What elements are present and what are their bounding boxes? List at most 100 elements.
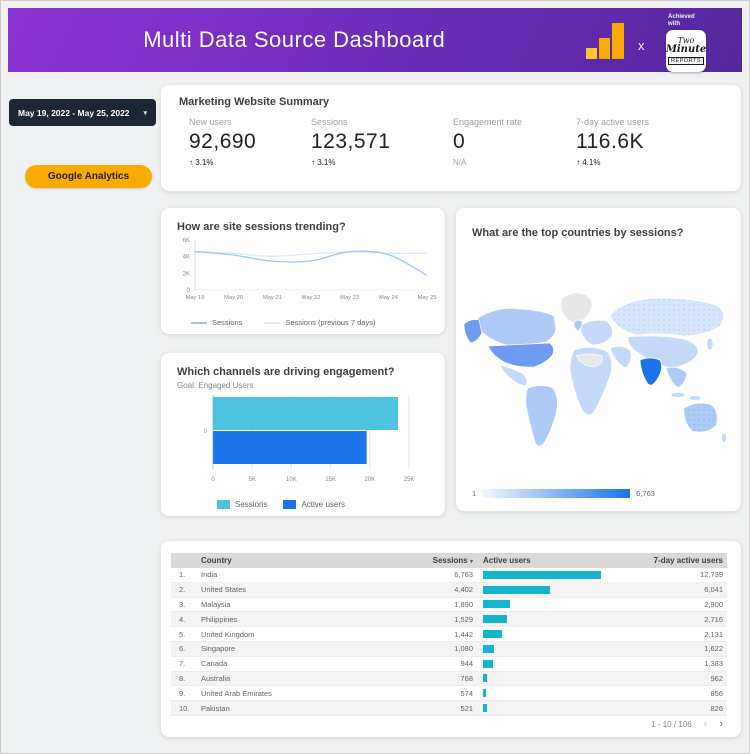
pagination-range: 1 - 10 / 106 xyxy=(651,719,692,729)
cell-country: Australia xyxy=(201,673,231,683)
cell-sessions: 768 xyxy=(460,673,473,683)
sort-desc-icon: ▾ xyxy=(469,559,473,565)
table-row[interactable]: 6. Singapore 1,080 1,622 xyxy=(171,641,727,657)
map-indonesia-2[interactable] xyxy=(688,395,702,401)
legend-label: Sessions (previous 7 days) xyxy=(285,318,376,327)
cell-seven-day: 962 xyxy=(710,673,723,683)
metric-7-day-active-users: 7-day active users 116.6K ↑ 4.1% xyxy=(576,117,649,167)
sessions-trend-card: How are site sessions trending? 0 2K 4K 6K M… xyxy=(161,208,445,334)
metric-value: 92,690 xyxy=(189,130,257,153)
pagination-next-icon[interactable]: › xyxy=(719,718,723,730)
map-canada[interactable] xyxy=(476,308,557,346)
date-range-label: May 19, 2022 - May 25, 2022 xyxy=(18,107,130,118)
svg-text:May 20: May 20 xyxy=(224,295,243,301)
map-africa[interactable] xyxy=(569,347,612,416)
table-row[interactable]: 2. United States 4,402 6,041 xyxy=(171,582,727,598)
legend-item: Sessions xyxy=(191,318,242,327)
map-india[interactable] xyxy=(639,357,662,386)
map-legend-gradient xyxy=(482,489,631,498)
table-row[interactable]: 10. Pakistan 521 826 xyxy=(171,701,727,716)
metrics-row: New users 92,690 ↑ 3.1% Sessions 123,571 ↑ 3.… xyxy=(161,117,741,187)
legend-label: Active users xyxy=(301,500,346,509)
map-south-america[interactable] xyxy=(525,385,558,447)
map-new-zealand[interactable] xyxy=(721,433,727,443)
arrow-up-icon: ↑ xyxy=(576,158,580,167)
logo-text-two: Two xyxy=(677,36,695,45)
legend-item: Sessions (previous 7 days) xyxy=(264,318,375,327)
map-alaska[interactable] xyxy=(463,319,483,344)
cell-seven-day: 1,622 xyxy=(704,644,723,654)
map-indonesia[interactable] xyxy=(670,392,686,398)
date-range-selector[interactable]: May 19, 2022 - May 25, 2022 ▾ xyxy=(9,99,156,126)
map-europe[interactable] xyxy=(579,319,613,346)
cell-rank: 2. xyxy=(179,585,186,595)
svg-text:May 19: May 19 xyxy=(185,295,204,301)
summary-title: Marketing Website Summary xyxy=(179,96,330,108)
metric-value: 116.6K xyxy=(576,130,644,153)
legend-rect-swatch xyxy=(283,500,297,509)
table-row[interactable]: 3. Malaysia 1,890 2,900 xyxy=(171,598,727,613)
page-title: Multi Data Source Dashboard xyxy=(143,27,446,52)
cell-seven-day: 826 xyxy=(710,703,723,713)
col-active-users[interactable]: Active users xyxy=(483,556,531,565)
metric-engagement-rate: Engagement rate 0 N/A xyxy=(453,117,522,167)
svg-text:May 21: May 21 xyxy=(263,295,282,301)
cell-rank: 4. xyxy=(179,614,186,624)
channels-card: Which channels are driving engagement? G… xyxy=(161,353,445,516)
bar-active-users xyxy=(213,431,367,464)
logo-text-minute: Minute xyxy=(665,44,707,55)
table-row[interactable]: 9. United Arab Emirates 574 856 xyxy=(171,686,727,702)
cell-seven-day: 12,739 xyxy=(700,570,723,580)
table-header-row: Country Sessions ▾ Active users 7-day ac… xyxy=(171,553,727,568)
svg-text:May 25: May 25 xyxy=(417,295,436,301)
cell-country: Singapore xyxy=(201,644,236,654)
cell-rank: 9. xyxy=(179,688,186,698)
line-sessions-previous-7-days- xyxy=(194,250,428,257)
table-row[interactable]: 7. Canada 944 1,383 xyxy=(171,657,727,672)
map-greenland[interactable] xyxy=(560,292,593,324)
channels-bar-chart: 0 5K 10K 15K 20K 25K 0 xyxy=(204,395,414,483)
active-users-bar xyxy=(483,689,487,698)
active-users-bar xyxy=(483,570,601,579)
map-southeast-asia[interactable] xyxy=(665,366,687,389)
cell-active-users-bar xyxy=(483,689,629,698)
cell-seven-day: 2,131 xyxy=(704,629,723,639)
cell-rank: 10. xyxy=(179,703,190,713)
map-japan[interactable] xyxy=(706,337,714,351)
map-africa-nodata-patch[interactable] xyxy=(575,353,603,368)
google-analytics-button[interactable]: Google Analytics xyxy=(25,165,152,188)
table-row[interactable]: 5. United Kingdom 1,442 2,131 xyxy=(171,627,727,642)
metric-label: Engagement rate xyxy=(453,117,523,127)
col-seven-day[interactable]: 7-day active users xyxy=(653,556,723,565)
table-row[interactable]: 4. Philippines 1,529 2,716 xyxy=(171,612,727,628)
map-china-central-asia[interactable] xyxy=(627,335,699,369)
pagination-prev-icon[interactable]: ‹ xyxy=(703,718,708,730)
map-middle-east[interactable] xyxy=(609,346,632,369)
metric-new-users: New users 92,690 ↑ 3.1% xyxy=(189,117,256,167)
svg-text:May 22: May 22 xyxy=(301,295,320,301)
map-united-kingdom[interactable] xyxy=(573,319,583,332)
cell-rank: 8. xyxy=(179,673,186,683)
arrow-up-icon: ↑ xyxy=(311,158,315,167)
active-users-bar xyxy=(483,659,493,668)
col-sessions[interactable]: Sessions ▾ xyxy=(432,556,473,565)
svg-text:0: 0 xyxy=(187,288,191,294)
achieved-with-caption: Achieved with xyxy=(668,14,695,27)
svg-text:May 24: May 24 xyxy=(379,295,399,301)
col-country[interactable]: Country xyxy=(201,556,232,565)
table-row[interactable]: 1. India 6,763 12,739 xyxy=(171,568,727,583)
map-mexico[interactable] xyxy=(499,364,528,387)
map-russia[interactable] xyxy=(609,297,724,337)
legend-label: Sessions xyxy=(235,500,268,509)
metric-delta: ↑ 4.1% xyxy=(576,158,601,167)
cell-active-users-bar xyxy=(483,630,629,639)
map-united-states[interactable] xyxy=(487,342,554,368)
map-legend-min: 1 xyxy=(472,489,477,498)
cell-country: United States xyxy=(201,585,247,595)
map-australia[interactable] xyxy=(683,402,718,433)
table-row[interactable]: 8. Australia 768 962 xyxy=(171,671,727,687)
ga-bar-tall xyxy=(612,23,624,59)
countries-table-card: Country Sessions ▾ Active users 7-day ac… xyxy=(161,541,741,737)
cell-sessions: 1,890 xyxy=(454,599,473,609)
active-users-bar xyxy=(483,644,494,653)
